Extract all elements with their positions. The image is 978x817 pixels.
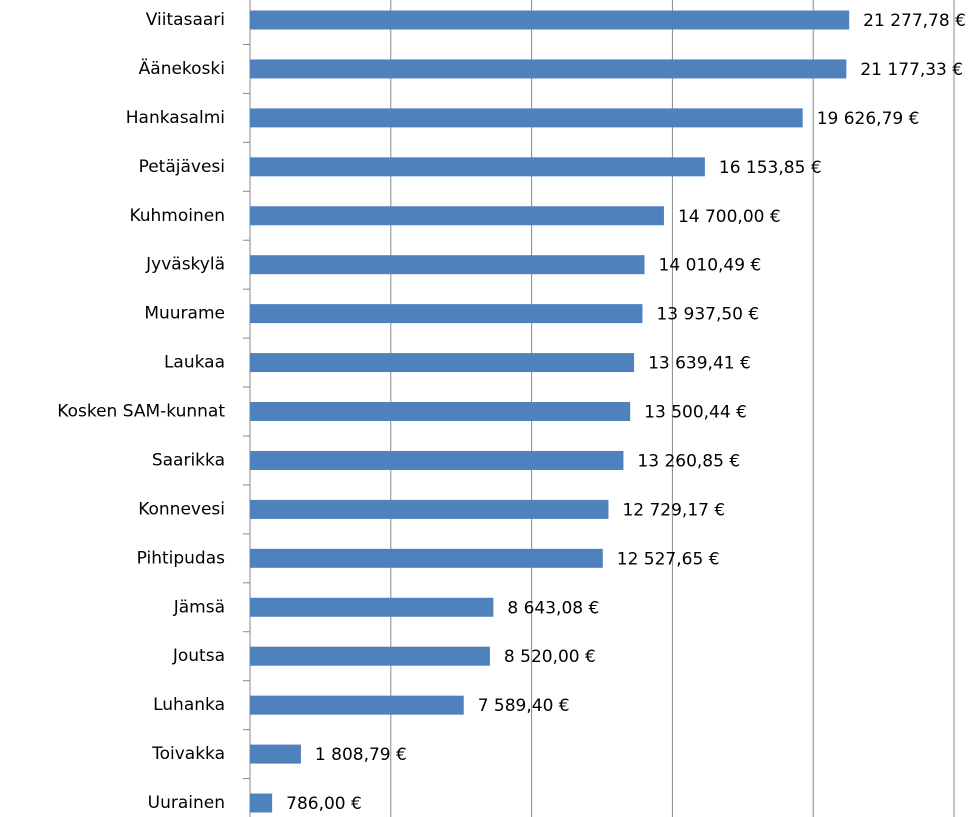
category-label: Joutsa [172,646,225,666]
data-label: 8 643,08 € [507,598,599,618]
data-label: 13 500,44 € [644,403,747,423]
bar [250,499,609,519]
category-label: Kuhmoinen [129,206,225,226]
data-label: 19 626,79 € [817,109,920,129]
category-label: Kosken SAM-kunnat [57,402,225,422]
category-label: Äänekoski [139,58,225,79]
data-label: 12 527,65 € [617,549,720,569]
category-label: Hankasalmi [126,108,225,128]
bar [250,10,850,30]
category-label: Laukaa [164,353,225,373]
data-label: 21 277,78 € [863,11,966,31]
data-label: 1 808,79 € [315,745,407,765]
data-label: 13 260,85 € [637,451,740,471]
bar [250,744,301,764]
bar [250,646,490,666]
category-label: Toivakka [151,744,225,764]
bar [250,353,635,373]
bar [250,59,847,79]
bar [250,255,645,275]
category-label: Uurainen [148,793,225,813]
category-label: Muurame [144,304,225,324]
data-label: 12 729,17 € [622,500,725,520]
category-label: Petäjävesi [139,157,225,177]
data-label: 13 639,41 € [648,354,751,374]
bar [250,597,494,617]
data-label: 8 520,00 € [504,647,596,667]
data-label: 16 153,85 € [719,158,822,178]
bar [250,206,664,226]
category-label: Luhanka [153,695,225,715]
bar [250,402,631,422]
data-label: 13 937,50 € [656,305,759,325]
bar [250,695,464,715]
bar [250,548,603,568]
bar [250,108,803,128]
category-label: Jämsä [173,597,225,617]
bar [250,157,705,177]
bar [250,793,273,813]
category-label: Jyväskylä [145,255,225,275]
data-label: 7 589,40 € [478,696,570,716]
category-label: Konnevesi [138,499,225,519]
bar [250,450,624,470]
category-label: Pihtipudas [137,548,226,568]
data-label: 21 177,33 € [860,60,963,80]
category-label: Saarikka [152,450,225,470]
category-label: Viitasaari [146,10,225,30]
data-label: 786,00 € [286,794,362,814]
data-label: 14 700,00 € [678,207,781,227]
data-label: 14 010,49 € [659,256,762,276]
bar [250,304,643,324]
